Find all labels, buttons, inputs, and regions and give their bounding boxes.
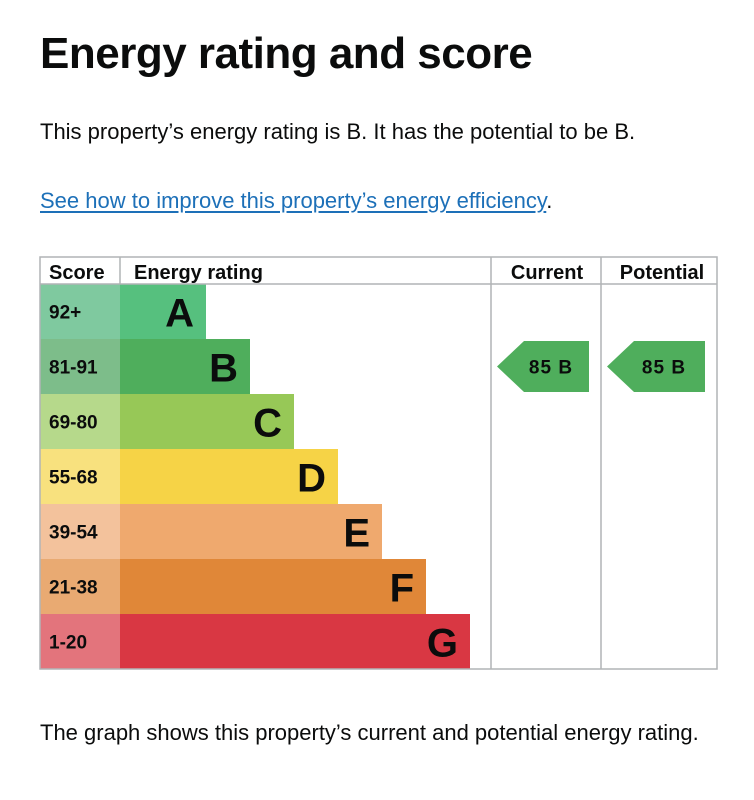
link-suffix: . [546, 188, 553, 213]
score-cell-g [40, 614, 120, 669]
score-cell-a [40, 284, 120, 339]
rating-summary: This property’s energy rating is B. It h… [40, 119, 636, 144]
potential-rating-label: 85 B [642, 358, 686, 379]
rating-letter-b: B [209, 347, 238, 391]
score-label-f: 21-38 [49, 578, 98, 599]
score-cell-e [40, 504, 120, 559]
score-label-d: 55-68 [49, 468, 98, 489]
score-label-b: 81-91 [49, 358, 98, 379]
rating-letter-f: F [390, 567, 414, 611]
rating-bar-a [120, 284, 206, 339]
rating-letter-d: D [297, 457, 326, 501]
header-energy-rating: Energy rating [134, 262, 263, 284]
current-rating-label: 85 B [529, 358, 573, 379]
table-border [39, 256, 718, 670]
page-title: Energy rating and score [40, 29, 533, 78]
current-rating-arrow [497, 341, 589, 392]
rating-bar-d [120, 449, 338, 504]
rating-markers: 85 B 85 B [497, 341, 705, 392]
rating-letter-g: G [427, 622, 458, 666]
rating-bar-g [120, 614, 470, 669]
rating-bar-c [120, 394, 294, 449]
score-cell-b [40, 339, 120, 394]
score-label-g: 1-20 [49, 633, 87, 654]
improve-efficiency-link[interactable]: See how to improve this property’s energ… [40, 188, 547, 213]
score-cell-d [40, 449, 120, 504]
score-cell-c [40, 394, 120, 449]
energy-rating-chart: Score Energy rating Current Potential 92… [39, 256, 718, 670]
improve-link-line: See how to improve this property’s energ… [40, 186, 552, 216]
score-label-a: 92+ [49, 303, 81, 324]
header-potential: Potential [620, 262, 704, 284]
table-grid [39, 256, 718, 670]
score-label-c: 69-80 [49, 413, 98, 434]
score-cell-f [40, 559, 120, 614]
rating-bar-f [120, 559, 426, 614]
score-label-e: 39-54 [49, 523, 98, 544]
graph-description: The graph shows this property’s current … [40, 720, 699, 745]
rating-letter-e: E [343, 512, 370, 556]
header-current: Current [511, 262, 584, 284]
rating-bands: 92+ A 81-91 B 69-80 C 55-68 D 39-54 E 21-38 F 1-20 G [40, 284, 470, 669]
rating-bar-e [120, 504, 382, 559]
potential-rating-arrow [607, 341, 705, 392]
header-score: Score [49, 262, 105, 284]
rating-letter-a: A [165, 292, 194, 336]
rating-letter-c: C [253, 402, 282, 446]
rating-bar-b [120, 339, 250, 394]
